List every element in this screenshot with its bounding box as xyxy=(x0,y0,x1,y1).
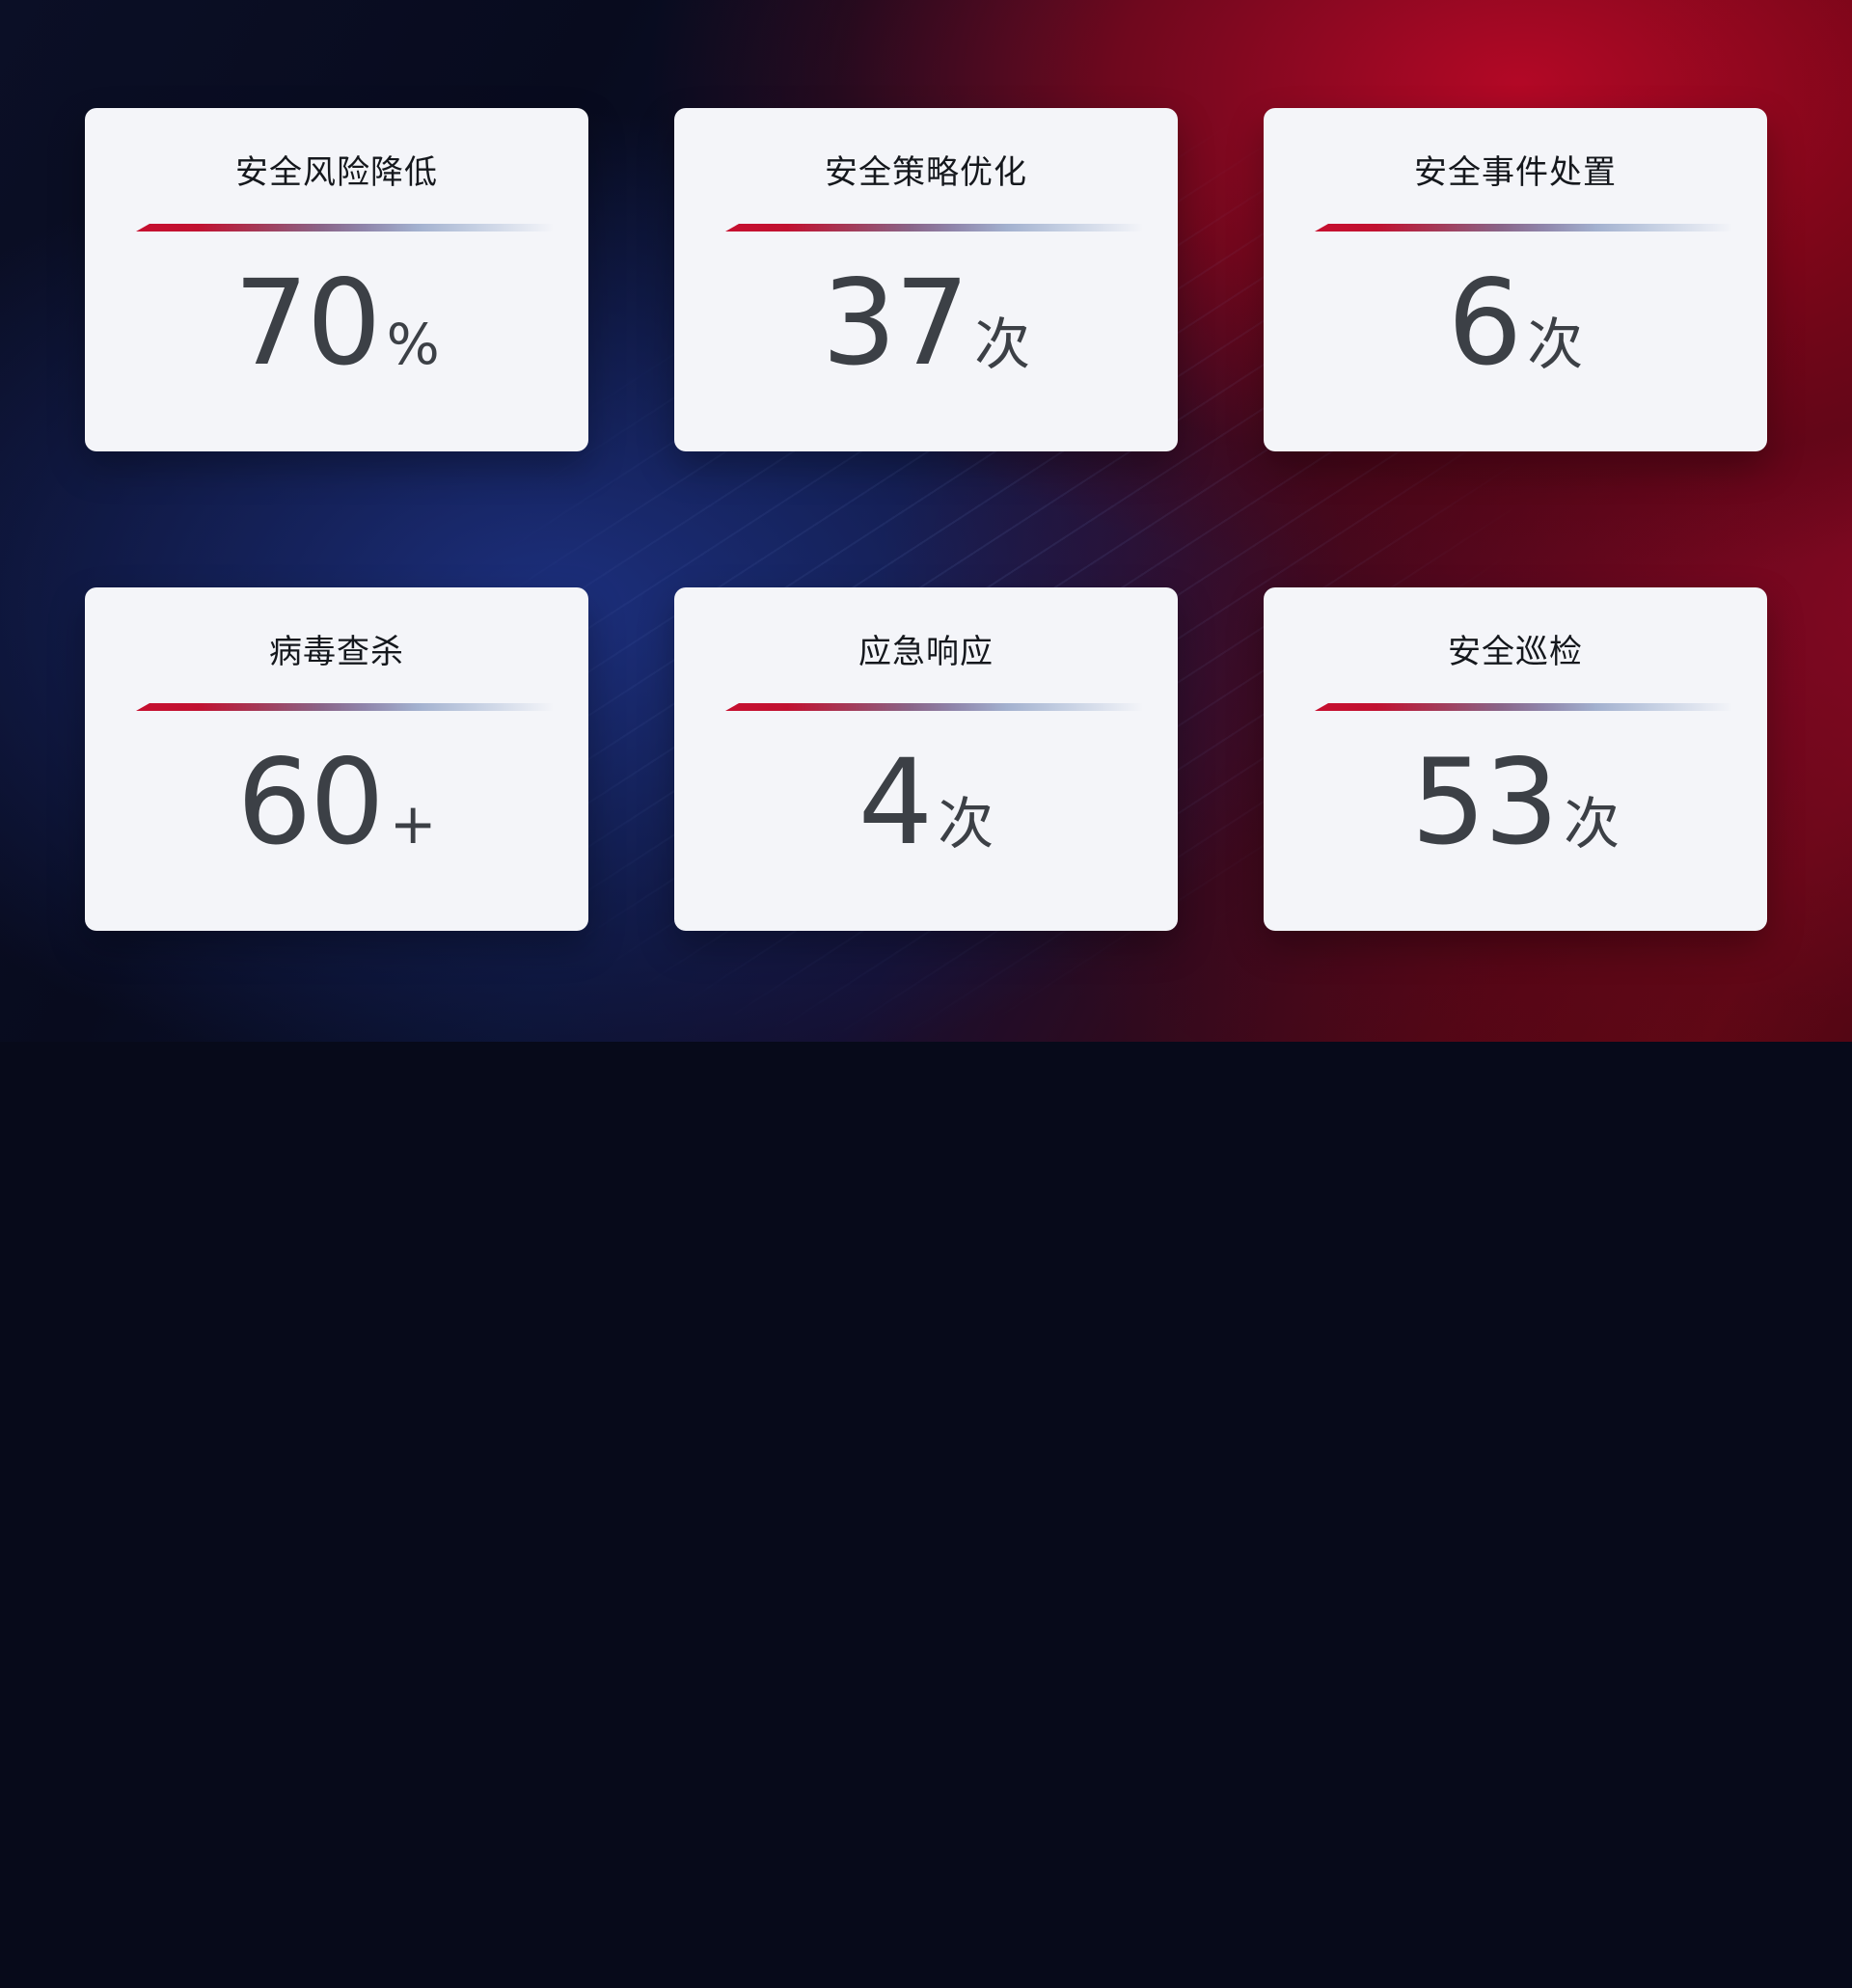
gradient-divider xyxy=(725,224,1165,231)
stat-card-security-policy-optimization: 安全策略优化 37 次 xyxy=(674,108,1178,451)
stat-number: 37 xyxy=(821,255,969,392)
stat-number: 60 xyxy=(236,734,385,871)
gradient-divider xyxy=(136,703,576,711)
stat-card-security-incident-handling: 安全事件处置 6 次 xyxy=(1264,108,1767,451)
stat-unit: 次 xyxy=(938,791,994,857)
stat-card-grid: 安全风险降低 70 % 安全策略优化 37 次 安全事件处置 6 次 病毒查杀 … xyxy=(85,108,1767,931)
gradient-divider xyxy=(1315,703,1755,711)
stat-unit: 次 xyxy=(1564,791,1620,857)
stat-value: 37 次 xyxy=(822,264,1030,382)
card-title: 安全事件处置 xyxy=(1414,153,1617,192)
card-title: 安全风险降低 xyxy=(235,153,438,192)
stat-value: 53 次 xyxy=(1411,744,1620,861)
card-title: 安全策略优化 xyxy=(825,153,1027,192)
stat-card-virus-scan: 病毒查杀 60 + xyxy=(85,587,588,931)
stat-number: 53 xyxy=(1410,734,1559,871)
stat-number: 6 xyxy=(1447,255,1523,392)
stat-card-emergency-response: 应急响应 4 次 xyxy=(674,587,1178,931)
gradient-divider xyxy=(725,703,1165,711)
stat-number: 70 xyxy=(233,255,381,392)
stat-card-security-inspection: 安全巡检 53 次 xyxy=(1264,587,1767,931)
card-title: 安全巡检 xyxy=(1448,633,1583,671)
stat-value: 60 + xyxy=(237,744,437,861)
stat-number: 4 xyxy=(858,734,934,871)
stat-unit: 次 xyxy=(1527,312,1584,377)
stat-card-security-risk-reduction: 安全风险降低 70 % xyxy=(85,108,588,451)
card-title: 应急响应 xyxy=(858,633,994,671)
gradient-divider xyxy=(136,224,576,231)
card-title: 病毒查杀 xyxy=(269,633,404,671)
stat-value: 70 % xyxy=(233,264,439,382)
stat-unit: 次 xyxy=(974,312,1031,377)
stat-unit: + xyxy=(389,791,437,857)
stat-value: 6 次 xyxy=(1448,264,1584,382)
gradient-divider xyxy=(1315,224,1755,231)
stat-unit: % xyxy=(386,312,440,377)
stat-value: 4 次 xyxy=(858,744,994,861)
